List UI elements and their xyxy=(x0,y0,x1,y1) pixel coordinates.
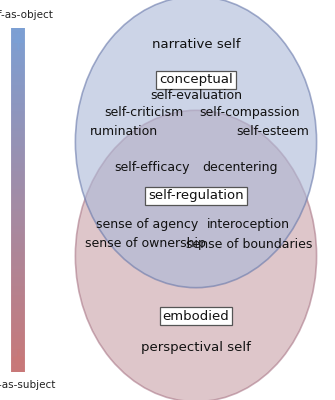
Ellipse shape xyxy=(75,0,317,288)
Text: self-regulation: self-regulation xyxy=(148,190,244,202)
Text: self-criticism: self-criticism xyxy=(105,106,184,119)
Text: sense of boundaries: sense of boundaries xyxy=(186,238,313,250)
Text: conceptual: conceptual xyxy=(159,74,233,86)
Text: sense of ownership: sense of ownership xyxy=(85,238,206,250)
Text: self-esteem: self-esteem xyxy=(237,125,310,138)
Ellipse shape xyxy=(75,110,317,400)
Text: rumination: rumination xyxy=(90,125,158,138)
Text: sense of agency: sense of agency xyxy=(96,218,199,231)
Text: self-as-subject: self-as-subject xyxy=(0,380,56,390)
Text: embodied: embodied xyxy=(162,310,229,322)
Text: narrative self: narrative self xyxy=(152,38,240,50)
Text: perspectival self: perspectival self xyxy=(141,341,251,354)
Text: self-as-object: self-as-object xyxy=(0,10,53,20)
Text: self-compassion: self-compassion xyxy=(199,106,300,119)
Text: decentering: decentering xyxy=(202,161,277,174)
Text: self-efficacy: self-efficacy xyxy=(115,161,190,174)
Text: self-evaluation: self-evaluation xyxy=(150,89,242,102)
Text: interoception: interoception xyxy=(206,218,289,231)
